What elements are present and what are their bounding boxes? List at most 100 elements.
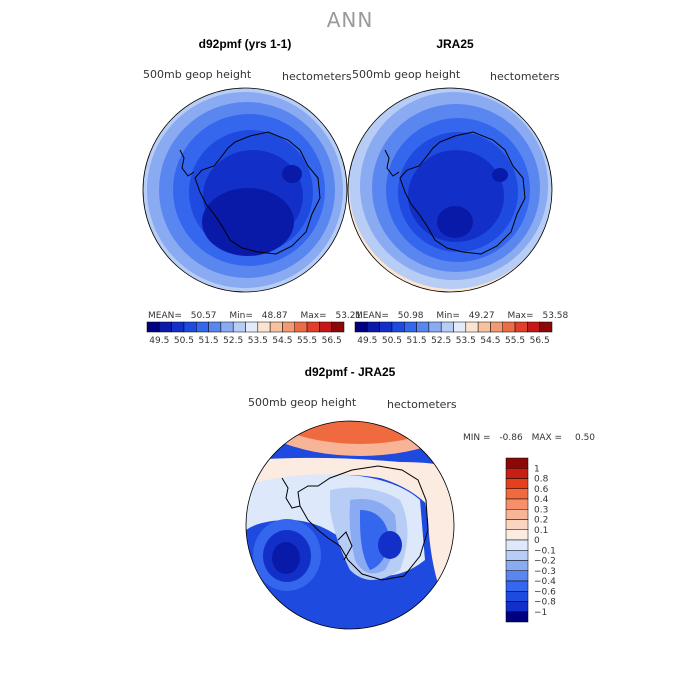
panel-1-min-value: 48.87: [261, 311, 288, 321]
panel-2-colorbar-swatch-10: [477, 321, 491, 333]
difference-colorbar-tick-label: −0.4: [534, 577, 556, 587]
panel-1-colorbar-tick-label: 56.5: [322, 336, 342, 346]
panel-2-colorbar-swatch-0: [354, 321, 368, 333]
panel-1-stats: MEAN= 50.57 Min= 48.87 Max= 53.21: [148, 311, 361, 321]
panel-2-min-value: 49.27: [468, 311, 495, 321]
difference-colorbar-swatch-11: [505, 570, 529, 582]
panel-1-units-label: hectometers: [282, 70, 352, 83]
panel-2-colorbar-swatch-12: [502, 321, 516, 333]
panel-1-min-label: Min=: [229, 311, 253, 321]
difference-colorbar: 10.80.60.40.30.20.10−0.1−0.2−0.3−0.4−0.6…: [505, 457, 556, 623]
panel-2-units-label: hectometers: [490, 70, 560, 83]
difference-max-label: MAX =: [531, 433, 563, 443]
panel-2-colorbar: 49.5 50.5 51.5 52.5 53.5 54.5 55.5 56.5: [354, 321, 553, 346]
panel-2-mean-value: 50.98: [397, 311, 424, 321]
panel-2-colorbar-swatch-14: [527, 321, 540, 333]
panel-1-colorbar-swatch-2: [171, 321, 185, 333]
panel-2-mean-label: MEAN=: [355, 311, 389, 321]
difference-colorbar-swatch-3: [505, 488, 529, 500]
panel-2-min-label: Min=: [436, 311, 460, 321]
panel-1-mean-value: 50.57: [190, 311, 217, 321]
panel-1-colorbar-tick-label: 55.5: [297, 336, 317, 346]
panel-1-colorbar-swatch-11: [282, 321, 295, 333]
panel-1-colorbar-swatch-15: [331, 321, 345, 333]
panel-2-stats: MEAN= 50.98 Min= 49.27 Max= 53.58: [355, 311, 568, 321]
panel-1-colorbar-swatch-0: [146, 321, 160, 333]
difference-colorbar-tick-label: −0.6: [534, 587, 556, 597]
difference-colorbar-tick-label: 0.8: [534, 475, 549, 485]
panel-1-colorbar: 49.5 50.5 51.5 52.5 53.5 54.5 55.5 56.5: [146, 321, 345, 346]
panel-1-colorbar-swatch-9: [257, 321, 271, 333]
panel-1-max-value: 53.21: [335, 311, 362, 321]
panel-1-colorbar-swatch-10: [269, 321, 283, 333]
difference-colorbar-tick-label: 0.4: [534, 495, 549, 505]
panel-1-polar-map: [142, 87, 348, 293]
difference-colorbar-tick-label: −1: [534, 608, 547, 618]
panel-1-colorbar-swatch-4: [196, 321, 209, 333]
panel-2-colorbar-swatch-1: [367, 321, 380, 333]
panel-2-colorbar-tick-label: 52.5: [431, 336, 451, 346]
panel-1-mean-label: MEAN=: [148, 311, 182, 321]
panel-1-variable-label: 500mb geop height: [143, 68, 252, 81]
difference-colorbar-tick-label: 0: [534, 536, 540, 546]
panel-1-colorbar-swatch-12: [294, 321, 308, 333]
panel-1-colorbar-swatch-6: [220, 321, 234, 333]
panel-2-colorbar-swatch-2: [379, 321, 393, 333]
difference-max-value: 0.50: [574, 433, 596, 443]
panel-2-colorbar-tick-label: 53.5: [456, 336, 476, 346]
difference-colorbar-tick-label: 1: [534, 464, 540, 474]
difference-colorbar-swatch-15: [505, 611, 529, 623]
panel-1-colorbar-swatch-1: [159, 321, 172, 333]
panel-2-colorbar-swatch-13: [514, 321, 528, 333]
difference-colorbar-tick-label: 0.6: [534, 485, 549, 495]
panel-2-colorbar-swatch-4: [404, 321, 417, 333]
panel-2-title: JRA25: [436, 37, 474, 51]
difference-variable-label: 500mb geop height: [248, 396, 357, 409]
difference-colorbar-swatch-4: [505, 498, 529, 510]
difference-colorbar-swatch-1: [505, 468, 529, 479]
difference-colorbar-tick-label: −0.1: [534, 546, 556, 556]
difference-min-label: MIN =: [463, 433, 491, 443]
difference-colorbar-swatch-14: [505, 601, 529, 612]
difference-colorbar-swatch-2: [505, 478, 529, 489]
panel-1-colorbar-tick-label: 51.5: [199, 336, 219, 346]
panel-1-colorbar-swatch-8: [245, 321, 259, 333]
panel-1-colorbar-tick-label: 50.5: [174, 336, 194, 346]
panel-2-colorbar-tick-label: 56.5: [530, 336, 550, 346]
panel-2-polar-map: [347, 87, 553, 293]
panel-1-max-label: Max=: [300, 311, 327, 321]
difference-colorbar-tick-label: 0.2: [534, 516, 548, 526]
panel-1-colorbar-tick-label: 53.5: [248, 336, 268, 346]
panel-1-colorbar-tick-label: 49.5: [149, 336, 169, 346]
panel-1-colorbar-swatch-14: [319, 321, 332, 333]
panel-1-colorbar-swatch-3: [183, 321, 197, 333]
difference-colorbar-swatch-12: [505, 580, 529, 592]
difference-colorbar-tick-label: −0.3: [534, 567, 556, 577]
panel-2-colorbar-swatch-7: [440, 321, 454, 333]
panel-1-colorbar-tick-label: 54.5: [272, 336, 292, 346]
panel-2-colorbar-tick-label: 51.5: [407, 336, 427, 346]
panel-2-colorbar-swatch-3: [391, 321, 405, 333]
panel-2-colorbar-swatch-9: [465, 321, 479, 333]
difference-colorbar-swatch-8: [505, 539, 529, 551]
main-title: ANN: [326, 8, 374, 32]
difference-colorbar-swatch-10: [505, 560, 529, 571]
panel-1-colorbar-swatch-5: [208, 321, 222, 333]
panel-2-colorbar-tick-label: 54.5: [480, 336, 500, 346]
panel-1-title: d92pmf (yrs 1-1): [198, 37, 292, 51]
difference-polar-map: [245, 420, 455, 630]
panel-2-colorbar-tick-label: 55.5: [505, 336, 525, 346]
panel-2-colorbar-swatch-11: [490, 321, 503, 333]
panel-2-max-label: Max=: [507, 311, 534, 321]
panel-2-colorbar-swatch-5: [416, 321, 430, 333]
panel-2-colorbar-swatch-15: [539, 321, 553, 333]
difference-colorbar-swatch-9: [505, 550, 529, 561]
difference-min-value: -0.86: [499, 433, 523, 443]
difference-colorbar-tick-label: 0.3: [534, 505, 548, 515]
difference-stats: MIN = -0.86 MAX = 0.50: [463, 433, 595, 443]
panel-2-colorbar-tick-label: 49.5: [357, 336, 377, 346]
difference-colorbar-tick-label: −0.8: [534, 598, 556, 608]
panel-2-variable-label: 500mb geop height: [352, 68, 461, 81]
difference-colorbar-swatch-6: [505, 519, 529, 530]
